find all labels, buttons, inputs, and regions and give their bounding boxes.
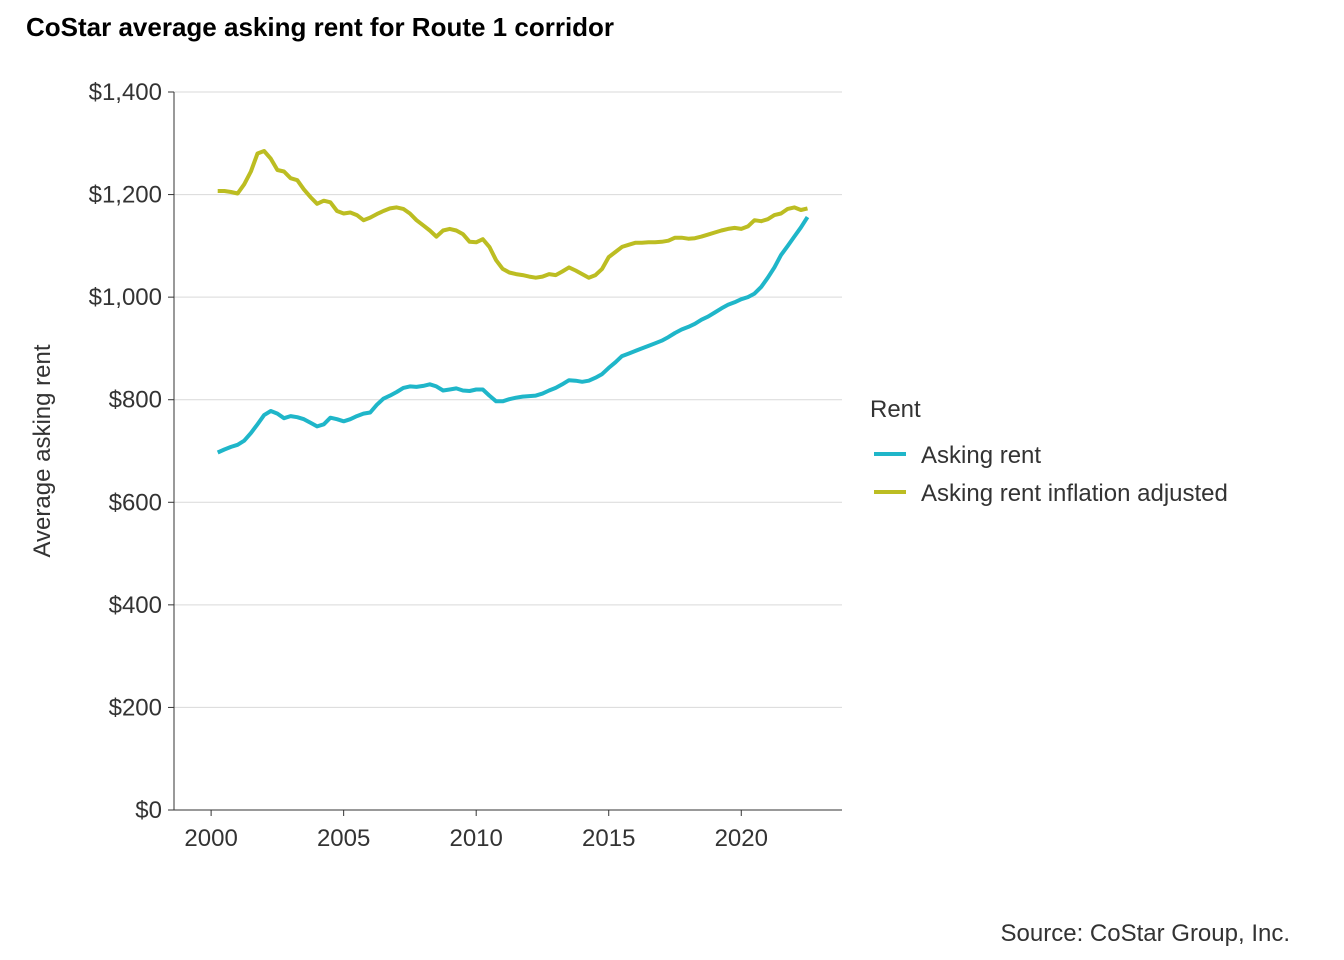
y-tick-label: $0 (135, 797, 162, 824)
axes (173, 92, 842, 811)
x-tick-label: 2020 (715, 825, 768, 852)
gridlines (174, 91, 842, 708)
source-note: Source: CoStar Group, Inc. (1000, 920, 1290, 947)
x-tick-label: 2000 (184, 825, 237, 852)
x-tick-label: 2010 (449, 825, 502, 852)
x-tick-label: 2005 (317, 825, 370, 852)
y-axis-title: Average asking rent (29, 344, 56, 557)
series-line-1 (216, 216, 810, 455)
x-axis-ticks: 2000 2005 2010 2015 2020 (184, 810, 768, 852)
x-tick-label: 2015 (582, 825, 635, 852)
y-tick-label: $1,400 (89, 79, 162, 106)
legend-title: Rent (870, 396, 921, 423)
legend-label: Asking rent (921, 442, 1041, 469)
chart-title: CoStar average asking rent for Route 1 c… (26, 12, 615, 42)
y-tick-label: $1,000 (89, 284, 162, 311)
y-tick-label: $800 (109, 387, 162, 414)
series-lines (216, 149, 810, 455)
legend-label: Asking rent inflation adjusted (921, 480, 1228, 507)
legend: Rent Asking rent Asking rent inflation ad… (870, 396, 1228, 507)
y-tick-label: $400 (109, 592, 162, 619)
legend-items: Asking rent Asking rent inflation adjuste… (874, 442, 1228, 507)
y-axis-ticks: $0 $200 $400 $600 $800 $1,000 $1,200 $1,400 (89, 79, 174, 824)
y-tick-label: $200 (109, 694, 162, 721)
y-tick-label: $1,200 (89, 182, 162, 209)
y-tick-label: $600 (109, 489, 162, 516)
series-line-2 (217, 149, 808, 280)
